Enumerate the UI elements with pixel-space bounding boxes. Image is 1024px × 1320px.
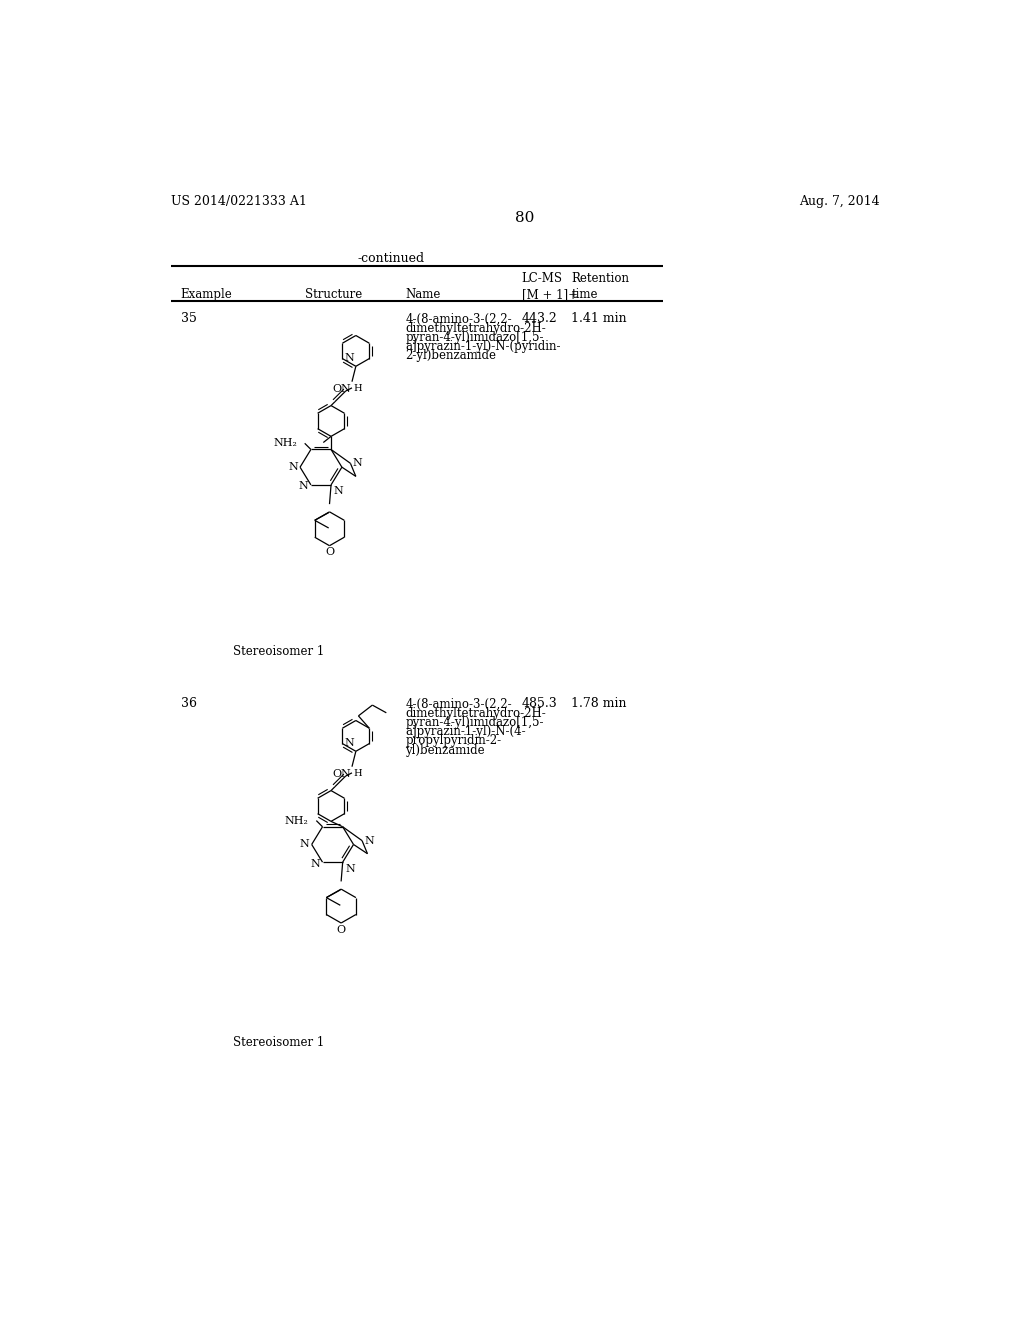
Text: N: N bbox=[345, 738, 354, 748]
Text: US 2014/0221333 A1: US 2014/0221333 A1 bbox=[171, 195, 306, 209]
Text: dimethyltetrahydro-2H-: dimethyltetrahydro-2H- bbox=[406, 322, 546, 335]
Text: N: N bbox=[365, 836, 374, 846]
Text: 4-(8-amino-3-(2,2-: 4-(8-amino-3-(2,2- bbox=[406, 313, 512, 326]
Text: a]pyrazin-1-yl)-N-(4-: a]pyrazin-1-yl)-N-(4- bbox=[406, 725, 526, 738]
Text: Aug. 7, 2014: Aug. 7, 2014 bbox=[799, 195, 880, 209]
Text: Example: Example bbox=[180, 288, 232, 301]
Text: 80: 80 bbox=[515, 211, 535, 224]
Text: N: N bbox=[352, 458, 362, 469]
Text: 443.2: 443.2 bbox=[521, 313, 557, 326]
Text: N: N bbox=[341, 770, 350, 779]
Text: Stereoisomer 1: Stereoisomer 1 bbox=[232, 1036, 324, 1049]
Text: 2-yl)benzamide: 2-yl)benzamide bbox=[406, 350, 497, 363]
Text: 1.41 min: 1.41 min bbox=[571, 313, 627, 326]
Text: H: H bbox=[353, 770, 362, 777]
Text: H: H bbox=[353, 384, 362, 393]
Text: 1.78 min: 1.78 min bbox=[571, 697, 627, 710]
Text: 485.3: 485.3 bbox=[521, 697, 557, 710]
Text: 36: 36 bbox=[180, 697, 197, 710]
Text: pyran-4-yl)imidazo[1,5-: pyran-4-yl)imidazo[1,5- bbox=[406, 331, 544, 345]
Text: yl)benzamide: yl)benzamide bbox=[406, 743, 485, 756]
Text: N: N bbox=[334, 487, 343, 496]
Text: pyran-4-yl)imidazo[1,5-: pyran-4-yl)imidazo[1,5- bbox=[406, 715, 544, 729]
Text: N: N bbox=[341, 384, 350, 393]
Text: LC-MS: LC-MS bbox=[521, 272, 563, 285]
Text: O: O bbox=[337, 924, 346, 935]
Text: N: N bbox=[310, 859, 321, 869]
Text: a]pyrazin-1-yl)-N-(pyridin-: a]pyrazin-1-yl)-N-(pyridin- bbox=[406, 341, 561, 354]
Text: time: time bbox=[571, 288, 598, 301]
Text: N: N bbox=[300, 840, 309, 850]
Text: N: N bbox=[299, 482, 308, 491]
Text: Name: Name bbox=[406, 288, 440, 301]
Text: O: O bbox=[325, 548, 334, 557]
Text: 4-(8-amino-3-(2,2-: 4-(8-amino-3-(2,2- bbox=[406, 697, 512, 710]
Text: N: N bbox=[288, 462, 298, 473]
Text: NH₂: NH₂ bbox=[273, 438, 297, 449]
Text: N: N bbox=[345, 352, 354, 363]
Text: Retention: Retention bbox=[571, 272, 630, 285]
Text: O: O bbox=[332, 384, 341, 395]
Text: Stereoisomer 1: Stereoisomer 1 bbox=[232, 645, 324, 659]
Text: propylpyridin-2-: propylpyridin-2- bbox=[406, 734, 502, 747]
Text: O: O bbox=[332, 770, 341, 779]
Text: N: N bbox=[345, 863, 354, 874]
Text: Structure: Structure bbox=[305, 288, 361, 301]
Text: dimethyltetrahydro-2H-: dimethyltetrahydro-2H- bbox=[406, 706, 546, 719]
Text: 35: 35 bbox=[180, 313, 197, 326]
Text: -continued: -continued bbox=[358, 252, 425, 265]
Text: NH₂: NH₂ bbox=[285, 816, 308, 825]
Text: [M + 1]+: [M + 1]+ bbox=[521, 288, 578, 301]
